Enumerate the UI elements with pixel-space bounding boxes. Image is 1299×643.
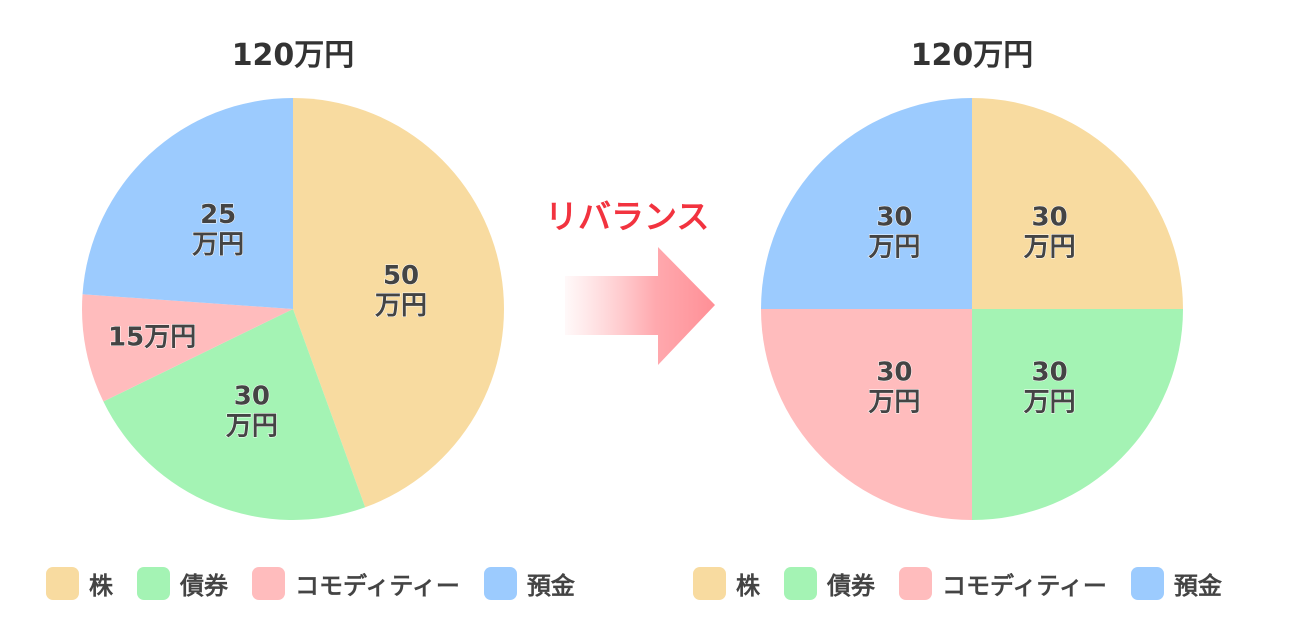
legend-item-bond: 債券 <box>137 566 228 601</box>
right-legend: 株 債券 コモディティー 預金 <box>693 566 1246 601</box>
legend-item-stock: 株 <box>693 566 760 601</box>
pie-slice-deposit <box>82 98 294 309</box>
arrow-right-icon <box>565 247 715 365</box>
legend-swatch <box>483 567 517 600</box>
rebalance-label: リバランス <box>545 197 710 236</box>
legend-item-stock: 株 <box>46 566 113 601</box>
legend-label: コモディティー <box>295 572 460 600</box>
before-pie-chart: 50 万円 30 万円 15万円 25 万円 <box>81 98 505 520</box>
legend-item-deposit: 預金 <box>483 566 575 601</box>
slice-value-label: 30 万円 <box>868 358 920 418</box>
legend-label: 預金 <box>1173 572 1222 600</box>
left-chart-title: 120万円 <box>231 38 355 73</box>
pie-slice-stock <box>972 98 1183 309</box>
legend-label: 預金 <box>526 572 575 600</box>
legend-swatch <box>784 567 817 600</box>
legend-label: 債券 <box>180 572 228 600</box>
pie-slice-deposit <box>761 98 972 309</box>
slice-value-label: 30 万円 <box>1024 358 1076 418</box>
left-legend: 株 債券 コモディティー 預金 <box>46 566 599 601</box>
slice-value-label: 30 万円 <box>1024 202 1076 262</box>
pie-slice-commodity <box>81 294 293 402</box>
legend-swatch <box>137 567 170 600</box>
pie-slice-commodity <box>761 309 972 520</box>
legend-item-commodity: コモディティー <box>899 566 1107 601</box>
legend-swatch <box>899 567 932 600</box>
legend-label: コモディティー <box>942 572 1107 600</box>
legend-swatch <box>693 567 726 600</box>
slice-value-label: 15万円 <box>108 322 196 352</box>
slice-value-label: 30 万円 <box>226 382 278 442</box>
legend-item-deposit: 預金 <box>1130 566 1222 601</box>
pie-slice-bond <box>103 309 366 520</box>
right-chart-title: 120万円 <box>910 38 1034 73</box>
slice-value-label: 50 万円 <box>375 261 427 321</box>
legend-item-commodity: コモディティー <box>252 566 460 601</box>
legend-label: 株 <box>89 572 113 600</box>
legend-label: 債券 <box>827 572 875 600</box>
pie-slice-bond <box>972 309 1183 520</box>
pie-slice-stock <box>293 98 505 508</box>
legend-item-bond: 債券 <box>784 566 875 601</box>
slice-value-label: 25 万円 <box>192 200 244 260</box>
legend-swatch <box>1130 567 1164 600</box>
after-pie-chart: 30 万円 30 万円 30 万円 30 万円 <box>761 98 1183 520</box>
legend-swatch <box>46 567 79 600</box>
slice-value-label: 30 万円 <box>868 202 920 262</box>
legend-swatch <box>252 567 285 600</box>
legend-label: 株 <box>736 572 760 600</box>
